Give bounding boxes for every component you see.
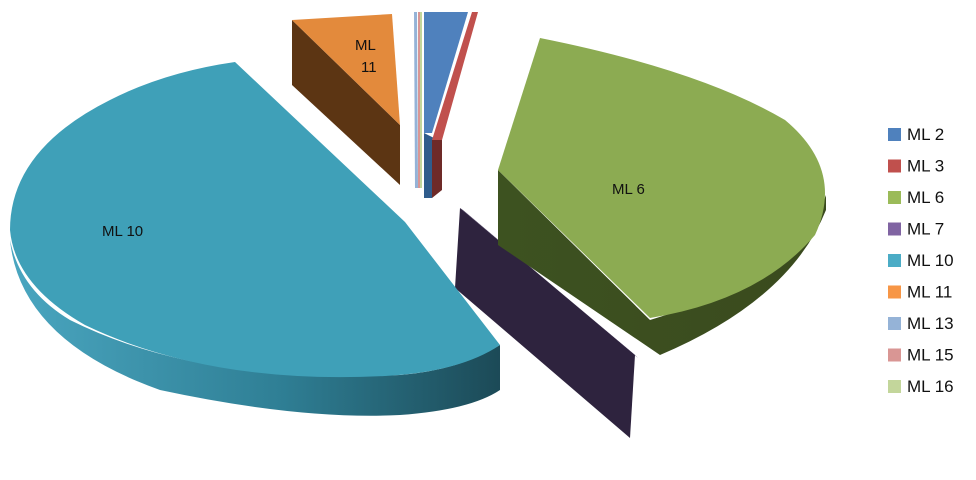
legend: ML 2 ML 3 ML 6 ML 7 ML 10 ML 11 ML 13 ML 15 ML 1…: [888, 125, 954, 396]
legend-swatch-ml-10: [888, 254, 901, 267]
legend-swatch-ml-15: [888, 348, 901, 362]
legend-label-ml-2: ML 2: [907, 125, 944, 144]
legend-swatch-ml-6: [888, 191, 901, 204]
data-label-ml-11-line2: 11: [361, 59, 377, 76]
slice-ml-6-side: [498, 170, 826, 355]
slice-ml-10-top: [10, 62, 500, 378]
slice-ml-10: [10, 62, 500, 416]
legend-label-ml-16: ML 16: [907, 377, 954, 396]
legend-item-ml-15: ML 15: [888, 346, 954, 365]
slice-ml-3: [432, 12, 478, 198]
legend-item-ml-7: ML 7: [888, 220, 944, 239]
legend-item-ml-13: ML 13: [888, 314, 954, 333]
legend-swatch-ml-7: [888, 222, 901, 236]
legend-item-ml-2: ML 2: [888, 125, 944, 144]
legend-item-ml-10: ML 10: [888, 251, 954, 270]
legend-label-ml-11: ML 11: [907, 283, 952, 302]
slice-ml-2-top: [424, 12, 468, 133]
legend-item-ml-16: ML 16: [888, 377, 954, 396]
legend-swatch-ml-16: [888, 380, 901, 393]
slice-ml-3-top: [432, 12, 478, 140]
legend-label-ml-7: ML 7: [907, 220, 944, 239]
data-label-ml-11-line1: ML: [355, 37, 375, 54]
data-label-ml-6: ML 6: [612, 181, 645, 198]
legend-swatch-ml-13: [888, 317, 901, 330]
legend-label-ml-6: ML 6: [907, 188, 944, 207]
slice-ml-11-top: [292, 14, 400, 125]
legend-item-ml-3: ML 3: [888, 157, 944, 176]
legend-label-ml-13: ML 13: [907, 314, 954, 333]
slice-ml-7: [455, 208, 638, 438]
data-labels: ML 6 ML 10 ML 11: [102, 37, 645, 240]
legend-swatch-ml-2: [888, 128, 901, 141]
legend-item-ml-6: ML 6: [888, 188, 944, 207]
legend-swatch-ml-11: [888, 285, 901, 299]
slice-ml-16: [420, 12, 422, 188]
legend-item-ml-11: ML 11: [888, 283, 952, 302]
data-label-ml-10: ML 10: [102, 223, 143, 240]
slice-ml-10-side: [10, 240, 500, 416]
slice-ml-6: [498, 38, 826, 355]
slice-ml-13: [414, 12, 418, 188]
legend-label-ml-3: ML 3: [907, 157, 944, 176]
legend-label-ml-15: ML 15: [907, 346, 954, 365]
slice-ml-6-top: [498, 38, 825, 318]
legend-label-ml-10: ML 10: [907, 251, 954, 270]
slice-ml-7-side: [455, 208, 635, 438]
slice-ml-11: [292, 14, 400, 185]
data-label-ml-11: ML 11: [355, 37, 379, 76]
slice-ml-3-side: [432, 140, 442, 198]
legend-swatch-ml-3: [888, 159, 901, 173]
slice-ml-11-side: [292, 20, 400, 185]
slice-ml-15: [418, 12, 420, 188]
